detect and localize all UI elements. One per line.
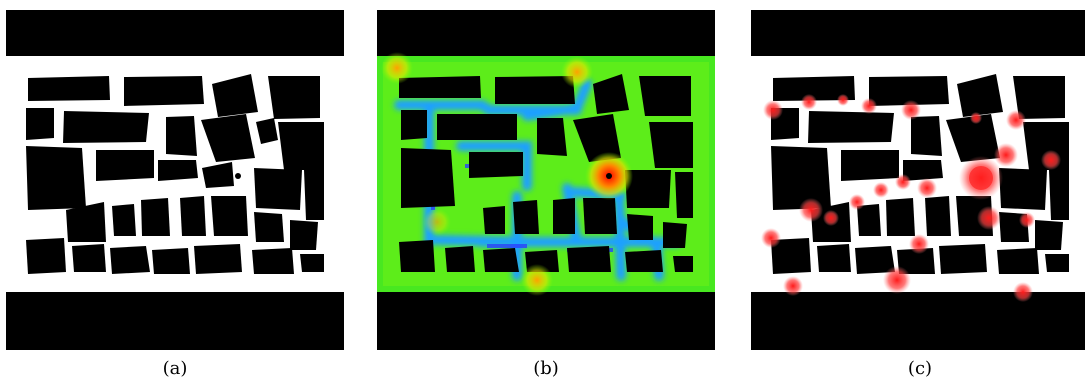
hotspot-marker [1006, 110, 1026, 130]
panel-c [751, 10, 1085, 350]
hotspot-marker [873, 182, 889, 198]
hotspot-marker [970, 112, 982, 124]
hotspot-bottom [521, 264, 553, 296]
hotspot-marker [917, 178, 937, 198]
binary-map-a [6, 10, 344, 350]
caption-a: (a) [162, 358, 188, 379]
hotspot-left [423, 208, 451, 236]
panel-b [377, 10, 715, 350]
obstacle-blocks [26, 74, 324, 274]
hotspot-top [561, 56, 593, 88]
caption-b: (b) [533, 358, 559, 379]
hotspot-marker [977, 206, 1001, 230]
density-heatmap-b [377, 10, 715, 350]
hotspot-marker [783, 276, 803, 296]
hotspot-marker [895, 174, 911, 190]
panel-a [6, 10, 344, 350]
top-black-band [751, 10, 1085, 56]
center-point [235, 173, 241, 179]
hotspot-marker [823, 210, 839, 226]
bottom-black-band [6, 292, 344, 350]
annotated-map-c [751, 10, 1085, 350]
hotspot-marker [1013, 282, 1033, 302]
hotspot-marker [761, 228, 781, 248]
caption-c: (c) [907, 358, 933, 379]
hotspot-marker [849, 194, 865, 210]
bottom-black-band [751, 292, 1085, 350]
hotspot-marker [1041, 150, 1061, 170]
hotspot-marker [801, 94, 817, 110]
hotspot-marker [799, 198, 823, 222]
hotspot-marker [1019, 212, 1035, 228]
obstacle-blocks [399, 74, 693, 272]
hotspot-marker [994, 143, 1018, 167]
hotspot-marker [837, 94, 849, 106]
hotspot-corner [381, 52, 413, 84]
hotspot-marker [763, 100, 783, 120]
hotspot-markers [761, 94, 1061, 302]
hotspot-marker [883, 266, 911, 294]
center-point [606, 173, 612, 179]
hotspot-marker [861, 98, 877, 114]
top-black-band [6, 10, 344, 56]
hotspot-marker [909, 234, 929, 254]
hotspot-marker [901, 100, 921, 120]
